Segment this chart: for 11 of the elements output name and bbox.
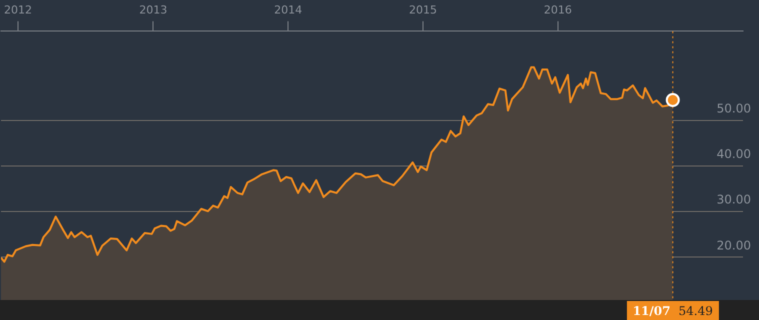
x-tick-label: 2015 [408,3,437,16]
x-tick-label: 2016 [544,3,572,16]
y-tick-label: 50.00 [716,102,751,116]
x-tick-label: 2013 [139,3,168,16]
x-tick-label: 2014 [274,3,302,16]
y-tick-label: 20.00 [716,238,751,252]
x-tick-label: 2012 [4,3,32,16]
y-tick-label: 40.00 [716,147,751,162]
y-tick-label: 30.00 [716,192,751,207]
ref-line-label: 11/07 [632,304,670,318]
text: 54.49 [678,304,713,318]
